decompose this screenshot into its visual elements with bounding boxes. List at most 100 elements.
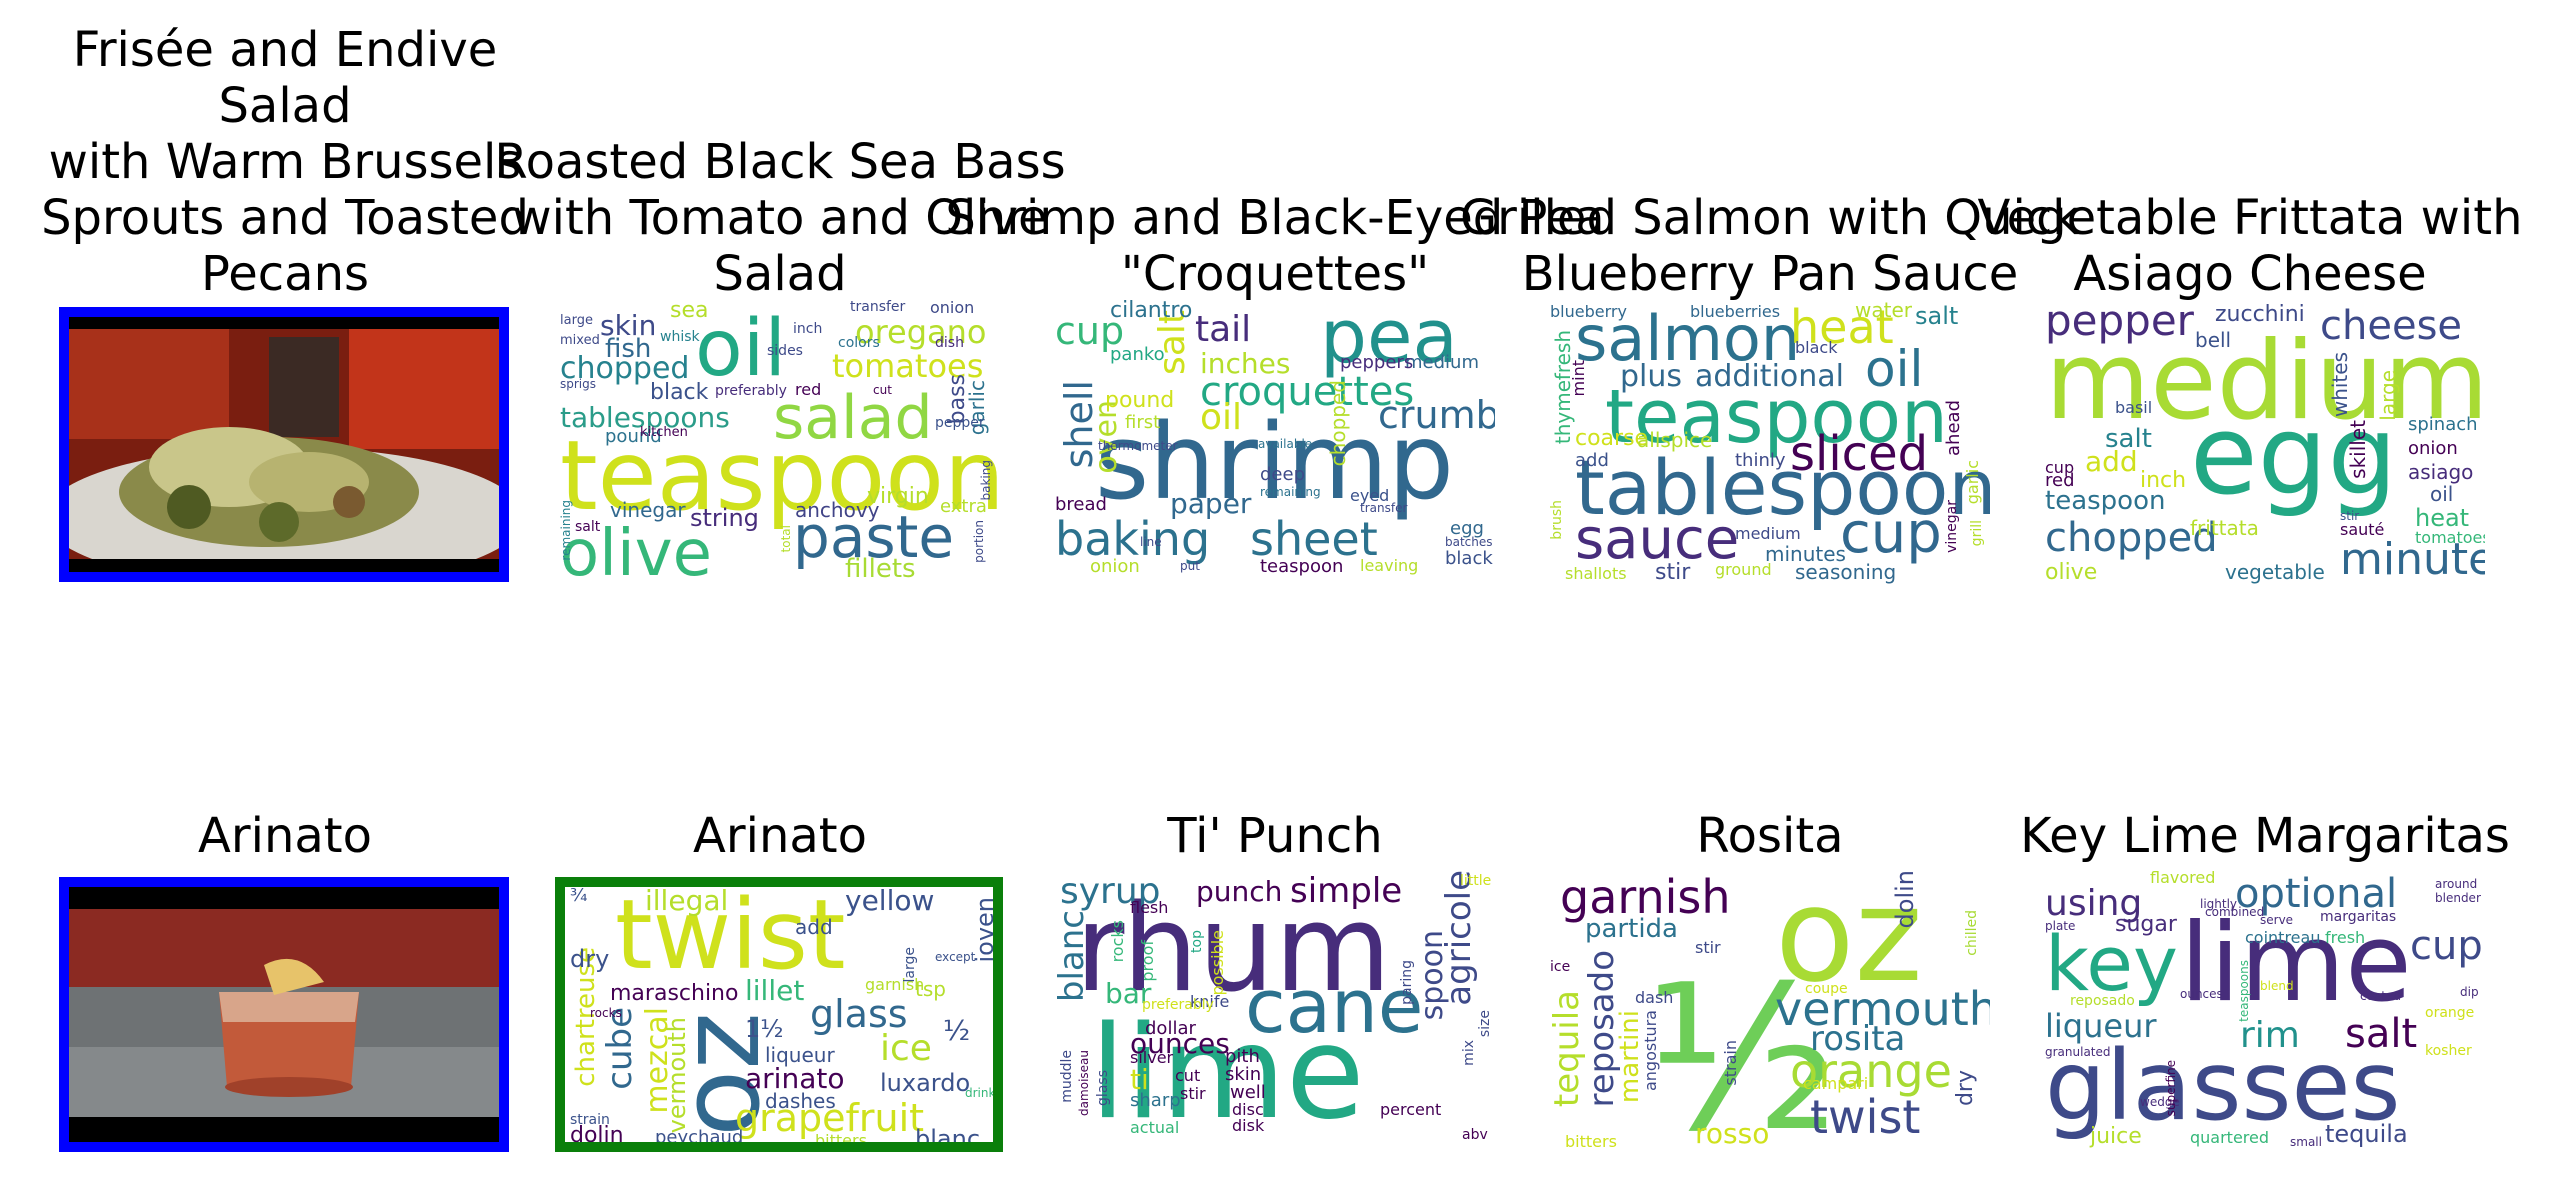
cloud-word: dashes (765, 1089, 836, 1113)
cloud-word: large (560, 313, 593, 328)
cloud-word: rocks (1108, 920, 1127, 963)
cloud-word: garnish (1560, 870, 1731, 924)
cloud-word: minutes (1765, 542, 1846, 566)
cloud-word: serve (2260, 913, 2294, 927)
title-line: with Tomato and Olive (512, 190, 1048, 246)
cloud-word: flavored (2150, 870, 2216, 887)
cloud-word: size (1477, 1010, 1493, 1038)
cloud-word: virgin (867, 484, 929, 509)
cloud-word: additional (1695, 359, 1844, 394)
cloud-word: percent (1380, 1100, 1442, 1119)
cloud-word: fresh (2325, 928, 2366, 947)
cloud-word: add (795, 915, 833, 939)
cloud-word: blanc (915, 1125, 981, 1142)
cloud-word: stir (2340, 509, 2360, 523)
cloud-word: chilled (1964, 910, 1980, 956)
title-line: Asiago Cheese (2073, 246, 2427, 302)
cloud-word: dip (2460, 985, 2479, 999)
cloud-word: tablespoons (560, 401, 730, 434)
cloud-word: shrimp (1095, 401, 1455, 523)
cloud-word: liqueur (765, 1043, 835, 1067)
cloud-word: egg (2190, 391, 2398, 519)
cloud-word: extra (940, 496, 987, 517)
panel-title: Rosita (1696, 808, 1844, 864)
cloud-word: little (1460, 873, 1492, 889)
cloud-word: blender (2435, 891, 2481, 905)
cloud-word: sprigs (560, 377, 597, 391)
cloud-word: spoon (1415, 930, 1450, 1021)
title-line: Pecans (201, 246, 369, 302)
title-line: Blueberry Pan Sauce (1521, 246, 2019, 302)
cloud-word: kitchen (640, 425, 688, 440)
panel-title: Roasted Black Sea Bass with Tomato and O… (450, 134, 1110, 302)
wordcloud-salmon: tablespoon teaspoon salmon sauce cup sli… (1545, 300, 1990, 585)
cloud-word: salad (773, 383, 933, 453)
cloud-word: rocks (590, 1006, 622, 1020)
cloud-word: skillet (2346, 420, 2370, 479)
cloud-word: dollar (1145, 1018, 1196, 1039)
wordcloud-shrimp: shrimp pea croquettes baking sheet cup t… (1050, 300, 1495, 585)
cloud-word: chopped (560, 351, 690, 386)
cloud-word: sauce (1575, 507, 1740, 572)
cloud-word: onion (2408, 438, 2458, 459)
cloud-word: olive (2045, 560, 2098, 585)
cloud-word: maraschino (610, 981, 739, 1006)
cloud-word: strain (1721, 1040, 1740, 1086)
cloud-word: red (2045, 470, 2075, 491)
cloud-word: total (779, 525, 793, 553)
cloud-word: string (690, 504, 759, 532)
cloud-word: drink (965, 1086, 993, 1100)
cloud-word: medium (1735, 524, 1801, 543)
cloud-word: simple (1290, 871, 1403, 911)
cloud-word: cheese (2320, 303, 2463, 349)
cloud-word: bar (1105, 977, 1152, 1010)
cloud-word: eyed (1350, 486, 1390, 505)
cloud-word: reposado (1582, 950, 1622, 1108)
cloud-word: ground (1715, 560, 1772, 579)
cloud-word: ½ (1645, 943, 1839, 1156)
cloud-word: lime (1090, 999, 1365, 1148)
title-line: Roasted Black Sea Bass (494, 134, 1066, 190)
cloud-word: combined (2205, 905, 2265, 919)
cloud-word: transfer (850, 300, 906, 315)
cloud-word: cup (1055, 309, 1125, 353)
cloud-word: dry (1953, 1070, 1978, 1107)
cloud-word: angostura (1641, 1010, 1660, 1092)
cloud-word: chopped (1326, 380, 1350, 467)
cloud-word: minute (2340, 534, 2485, 585)
cloud-word: cup (2045, 458, 2075, 477)
cloud-word: ounces (1130, 1027, 1230, 1060)
cloud-word: heat (2415, 504, 2470, 532)
cloud-word: deep (1260, 464, 1305, 485)
cloud-word: sugar (2115, 912, 2177, 937)
salad-photo-image (69, 317, 499, 572)
cloud-word: flesh (1130, 898, 1169, 917)
cloud-word: dolin (1891, 870, 1919, 929)
cloud-word: disc (1232, 1100, 1264, 1119)
cloud-word: pith (1225, 1046, 1260, 1067)
cloud-word: frittata (2190, 516, 2259, 540)
wordcloud-frittata: medium egg pepper cheese chopped minute … (2040, 300, 2485, 585)
cloud-word: garnish (865, 975, 925, 994)
cloud-word: bell (2195, 328, 2232, 352)
cloud-word: stir (1695, 938, 1721, 957)
cloud-word: inch (793, 321, 823, 337)
cloud-word: partida (1585, 914, 1678, 944)
cloud-word: muddle (1059, 1050, 1075, 1103)
cloud-word: campari (1803, 1074, 1869, 1093)
cloud-word: chopped (2045, 515, 2218, 561)
cloud-word: anchovy (795, 498, 880, 522)
cloud-word: arinato (745, 1062, 845, 1095)
cloud-word: disk (1232, 1116, 1265, 1135)
cloud-word: tomatoes (2415, 528, 2485, 547)
cloud-word: tablespoon (1575, 443, 1990, 532)
cloud-word: blend (2260, 979, 2294, 993)
cloud-word: red (795, 380, 822, 399)
panel-title: Frisée and Endive Salad with Warm Brusse… (0, 22, 570, 302)
cloud-word: medium (1405, 352, 1479, 373)
cloud-word: preferably (1142, 997, 1214, 1013)
cloud-word: sharp (1130, 1090, 1181, 1111)
cloud-word: punch (1196, 875, 1283, 908)
cloud-word: sliced (1790, 426, 1929, 482)
cloud-word: luxardo (880, 1069, 971, 1097)
